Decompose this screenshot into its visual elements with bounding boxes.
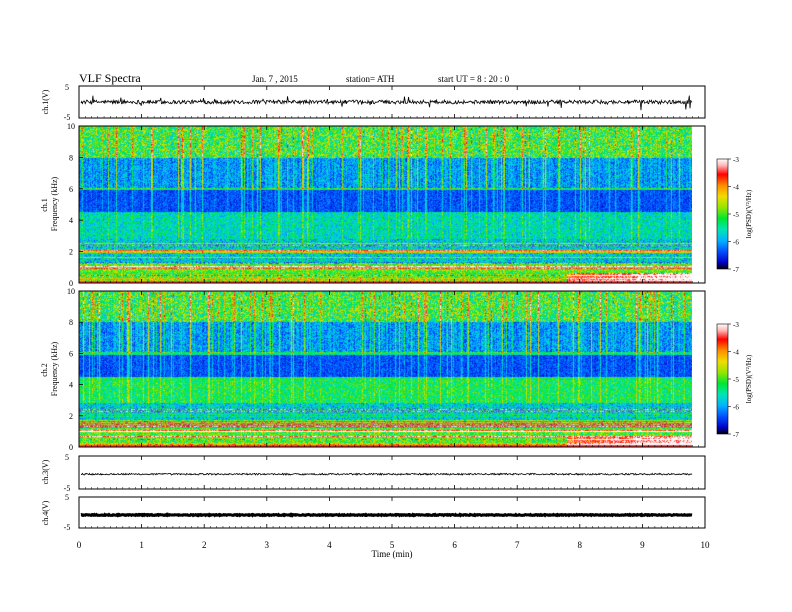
ch1-ytick-top: 5 bbox=[65, 83, 69, 92]
ch3-ytick-top: 5 bbox=[65, 453, 69, 462]
ch2-spectrogram-panel: 0 2 4 6 8 10 ch.2 Frequency (kHz) bbox=[40, 287, 706, 452]
colorbar-tick-label: -6 bbox=[733, 239, 739, 247]
ch1-colorbar-scale bbox=[716, 158, 729, 270]
colorbar-tick-label: -6 bbox=[733, 404, 739, 412]
ch1-spectrogram-image bbox=[79, 126, 692, 283]
ch2-colorbar-scale bbox=[716, 323, 729, 435]
ch1-colorbar-ticks: -3 -4 -5 -6 -7 bbox=[728, 156, 739, 274]
colorbar-tick-label: -7 bbox=[733, 266, 739, 274]
ch1-ylabel-line1: ch.1 bbox=[40, 198, 49, 212]
time-tick-label: 2 bbox=[202, 540, 207, 550]
time-tick-label: 6 bbox=[452, 540, 457, 550]
time-tick-label: 5 bbox=[390, 540, 395, 550]
ch1-frequency-ticks: 0 2 4 6 8 10 bbox=[67, 122, 83, 288]
colorbar-tick-label: -3 bbox=[733, 321, 739, 329]
frequency-tick-label: 4 bbox=[69, 216, 73, 225]
time-tick-label: 4 bbox=[327, 540, 332, 550]
ch1-colorbar-label: log(PSD)(V²/Hz) bbox=[745, 189, 753, 238]
frequency-tick-label: 4 bbox=[69, 381, 73, 390]
date-label: Jan. 7 , 2015 bbox=[252, 74, 298, 84]
time-tick-label: 8 bbox=[578, 540, 583, 550]
ch2-colorbar-label: log(PSD)(V²/Hz) bbox=[745, 354, 753, 403]
ch1-spectrogram-ylabel: ch.1 Frequency (kHz) bbox=[40, 176, 59, 231]
time-tick-label: 9 bbox=[640, 540, 645, 550]
ch1-waveform-ylabel: ch.1(V) bbox=[41, 89, 50, 114]
frequency-tick-label: 6 bbox=[69, 185, 73, 194]
ch1-colorbar: -3 -4 -5 -6 -7 log(PSD)(V²/Hz) bbox=[716, 156, 753, 274]
ch2-spectrogram-ylabel: ch.2 Frequency (kHz) bbox=[40, 341, 59, 396]
frequency-tick-label: 0 bbox=[69, 443, 73, 452]
ch2-ylabel-line2: Frequency (kHz) bbox=[50, 341, 59, 396]
time-tick-label: 10 bbox=[701, 540, 711, 550]
ch2-frequency-ticks: 0 2 4 6 8 10 bbox=[67, 287, 83, 452]
ch4-ytick-top: 5 bbox=[65, 493, 69, 502]
ch1-ytick-bottom: -5 bbox=[64, 113, 71, 122]
frequency-tick-label: 0 bbox=[69, 279, 73, 288]
colorbar-tick-label: -7 bbox=[733, 431, 739, 439]
ch3-ytick-bottom: -5 bbox=[64, 484, 71, 493]
time-tick-label: 3 bbox=[265, 540, 270, 550]
ch2-ylabel-line1: ch.2 bbox=[40, 363, 49, 377]
colorbar-tick-label: -5 bbox=[733, 211, 739, 219]
ch2-colorbar: -3 -4 -5 -6 -7 log(PSD)(V²/Hz) bbox=[716, 321, 753, 439]
ch2-colorbar-ticks: -3 -4 -5 -6 -7 bbox=[728, 321, 739, 439]
ch4-waveform-line bbox=[80, 512, 693, 518]
time-axis-ticks: 0 1 2 3 4 5 6 7 8 9 10 bbox=[77, 86, 710, 550]
frequency-tick-label: 8 bbox=[69, 318, 73, 327]
station-label: station= ATH bbox=[346, 74, 395, 84]
ch1-spectrogram-panel: 0 2 4 6 8 10 ch.1 Frequency (kHz) bbox=[40, 122, 706, 288]
ch2-spectrogram-image bbox=[79, 291, 692, 447]
colorbar-tick-label: -3 bbox=[733, 156, 739, 164]
ch1-waveform-line bbox=[80, 95, 693, 111]
time-tick-label: 7 bbox=[515, 540, 520, 550]
ch3-waveform-ylabel: ch.3(V) bbox=[41, 459, 50, 484]
colorbar-tick-label: -4 bbox=[733, 184, 739, 192]
ch4-ytick-bottom: -5 bbox=[64, 523, 71, 532]
time-tick-label: 1 bbox=[139, 540, 144, 550]
colorbar-tick-label: -5 bbox=[733, 376, 739, 384]
time-tick-label: 0 bbox=[77, 540, 82, 550]
frequency-tick-label: 10 bbox=[67, 122, 75, 131]
frequency-tick-label: 8 bbox=[69, 153, 73, 162]
start-time-label: start UT = 8 : 20 : 0 bbox=[438, 74, 510, 84]
chart-title: VLF Spectra bbox=[79, 71, 141, 85]
ch3-waveform-frame bbox=[78, 455, 706, 490]
ch4-waveform-frame bbox=[78, 496, 706, 529]
colorbar-tick-label: -4 bbox=[733, 349, 739, 357]
frequency-tick-label: 10 bbox=[67, 287, 75, 296]
ch1-ylabel-line2: Frequency (kHz) bbox=[50, 176, 59, 231]
ch4-waveform-ylabel: ch.4(V) bbox=[41, 500, 50, 525]
frequency-tick-label: 2 bbox=[69, 248, 73, 257]
time-axis-label: Time (min) bbox=[372, 549, 413, 559]
ch3-waveform-line bbox=[81, 472, 693, 476]
frequency-tick-label: 2 bbox=[69, 412, 73, 421]
frequency-tick-label: 6 bbox=[69, 349, 73, 358]
